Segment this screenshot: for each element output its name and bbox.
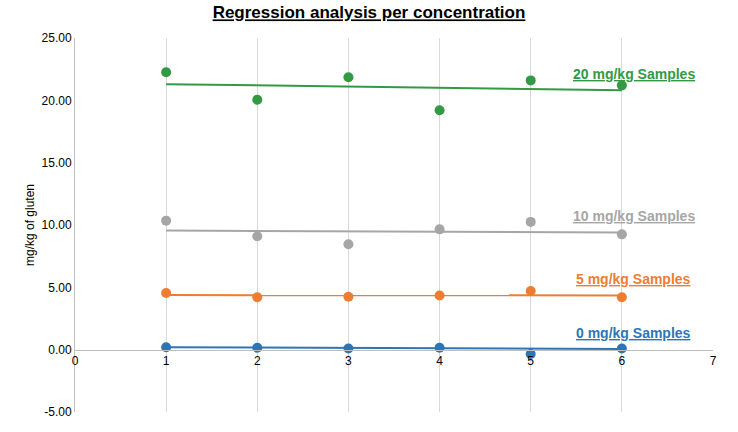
svg-text:0: 0 [72, 354, 79, 368]
svg-text:25.00: 25.00 [42, 31, 72, 45]
svg-text:5 mg/kg Samples: 5 mg/kg Samples [576, 271, 691, 287]
svg-text:Regression analysis per concen: Regression analysis per concentration [213, 3, 526, 22]
svg-text:15.00: 15.00 [42, 156, 72, 170]
svg-text:1: 1 [163, 354, 170, 368]
svg-text:4: 4 [436, 354, 443, 368]
svg-text:20.00: 20.00 [42, 94, 72, 108]
svg-text:0.00: 0.00 [48, 343, 72, 357]
svg-text:10 mg/kg Samples: 10 mg/kg Samples [573, 208, 695, 224]
svg-text:2: 2 [254, 354, 261, 368]
svg-text:5: 5 [527, 354, 534, 368]
svg-text:7: 7 [710, 354, 717, 368]
svg-text:-5.00: -5.00 [44, 405, 72, 419]
svg-text:20 mg/kg Samples: 20 mg/kg Samples [573, 66, 695, 82]
svg-text:5.00: 5.00 [48, 281, 72, 295]
svg-text:3: 3 [345, 354, 352, 368]
svg-text:mg/kg of gluten: mg/kg of gluten [23, 184, 37, 266]
svg-text:6: 6 [619, 354, 626, 368]
svg-text:0 mg/kg Samples: 0 mg/kg Samples [576, 325, 691, 341]
svg-text:10.00: 10.00 [42, 218, 72, 232]
